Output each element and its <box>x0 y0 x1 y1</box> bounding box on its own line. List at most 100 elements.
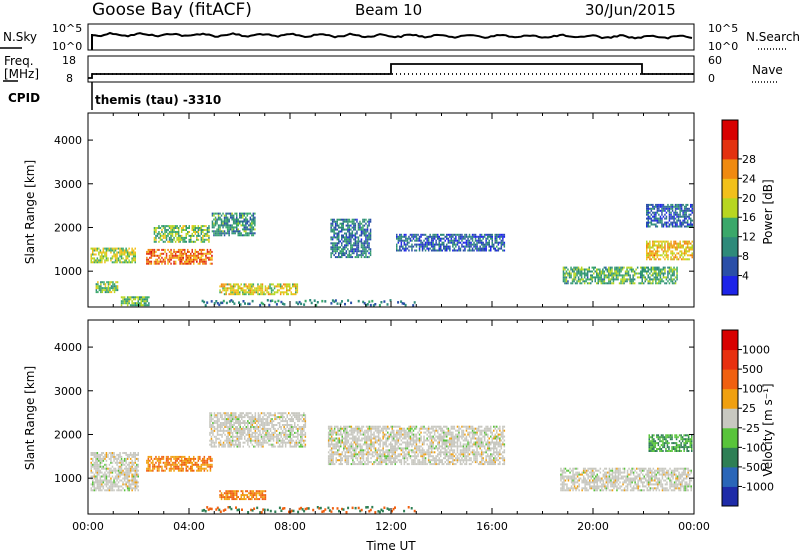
power-cell <box>310 301 313 305</box>
power-cell <box>679 223 681 226</box>
velocity-cell <box>281 412 284 415</box>
power-cell <box>465 233 468 236</box>
power-cell <box>348 232 351 235</box>
power-cell <box>582 280 584 283</box>
power-cell <box>220 220 223 223</box>
velocity-cell <box>281 439 284 442</box>
power-cell <box>159 258 162 261</box>
power-cell <box>188 234 190 237</box>
power-cell <box>655 272 657 275</box>
power-cell <box>662 223 665 226</box>
power-cell <box>109 287 111 290</box>
power-cell <box>664 242 666 245</box>
velocity-cell <box>117 471 120 474</box>
velocity-cell <box>129 452 132 454</box>
velocity-cell <box>92 452 94 454</box>
power-cell <box>426 235 428 238</box>
power-cell <box>677 215 680 218</box>
velocity-cell <box>212 439 214 442</box>
power-cell <box>565 278 568 281</box>
velocity-cell <box>102 452 105 454</box>
power-cell <box>468 235 471 238</box>
velocity-cell <box>120 479 123 482</box>
power-colorbar-tick-label: 12 <box>742 231 756 244</box>
power-cell <box>292 283 294 286</box>
power-cell <box>171 238 174 241</box>
power-cell <box>95 247 97 250</box>
power-cell <box>646 250 648 253</box>
velocity-cell <box>210 418 213 421</box>
power-cell <box>334 232 337 235</box>
power-cell <box>661 203 663 206</box>
power-ytick-label: 4000 <box>54 134 82 147</box>
power-cell <box>223 283 226 286</box>
power-cell <box>333 254 335 257</box>
velocity-cell <box>230 429 232 432</box>
velocity-cell <box>231 437 234 440</box>
power-cell <box>612 278 615 281</box>
power-cell <box>190 260 192 263</box>
power-cell <box>426 237 428 240</box>
power-cell <box>446 237 448 240</box>
power-cell <box>378 304 381 307</box>
power-cell <box>414 249 416 252</box>
power-cell <box>114 259 117 262</box>
power-cell <box>620 266 622 269</box>
velocity-cell <box>95 477 97 480</box>
power-cell <box>273 293 276 296</box>
velocity-cell <box>155 455 157 458</box>
power-colorbar-segment <box>722 236 738 257</box>
velocity-cell <box>259 420 261 423</box>
power-cell <box>653 268 656 271</box>
power-cell <box>134 247 136 250</box>
power-cell <box>643 270 645 273</box>
velocity-cell <box>209 455 212 458</box>
power-cell <box>179 250 181 253</box>
velocity-cell <box>341 463 343 466</box>
power-cell <box>656 221 659 224</box>
velocity-cell <box>272 437 275 440</box>
velocity-cell <box>260 443 263 446</box>
power-cell <box>658 203 660 206</box>
velocity-cell <box>122 469 124 472</box>
power-cell <box>159 227 162 229</box>
power-cell <box>397 237 400 240</box>
power-cell <box>177 256 180 259</box>
power-cell <box>229 212 232 215</box>
velocity-cell <box>99 471 102 474</box>
velocity-cell <box>134 467 136 470</box>
power-cell <box>211 214 214 217</box>
power-cell <box>225 301 228 305</box>
power-cell <box>573 268 575 271</box>
power-cell <box>574 272 577 275</box>
power-cell <box>180 252 183 255</box>
power-cell <box>187 231 189 233</box>
velocity-cell <box>257 490 259 493</box>
power-cell <box>261 283 264 286</box>
power-cell <box>331 222 334 225</box>
power-cell <box>360 246 363 249</box>
velocity-cell <box>304 439 307 442</box>
power-cell <box>360 230 363 233</box>
power-cell <box>686 258 689 261</box>
velocity-cell <box>278 416 281 419</box>
velocity-cell <box>239 424 241 426</box>
power-cell <box>455 239 457 242</box>
velocity-cell <box>288 439 290 442</box>
velocity-cell <box>108 452 111 454</box>
velocity-cell <box>123 452 126 454</box>
power-cell <box>252 226 255 229</box>
velocity-cell <box>137 459 139 462</box>
velocity-cell <box>253 422 255 424</box>
power-cell <box>269 299 272 303</box>
velocity-cell <box>271 435 273 438</box>
power-cell <box>122 257 124 260</box>
power-cell <box>228 232 230 235</box>
velocity-cell <box>128 475 130 478</box>
power-cell <box>134 298 136 301</box>
power-cell <box>279 285 282 288</box>
velocity-cell <box>235 418 237 421</box>
power-cell <box>443 245 445 248</box>
velocity-cell <box>125 461 127 464</box>
power-cell <box>658 268 660 271</box>
